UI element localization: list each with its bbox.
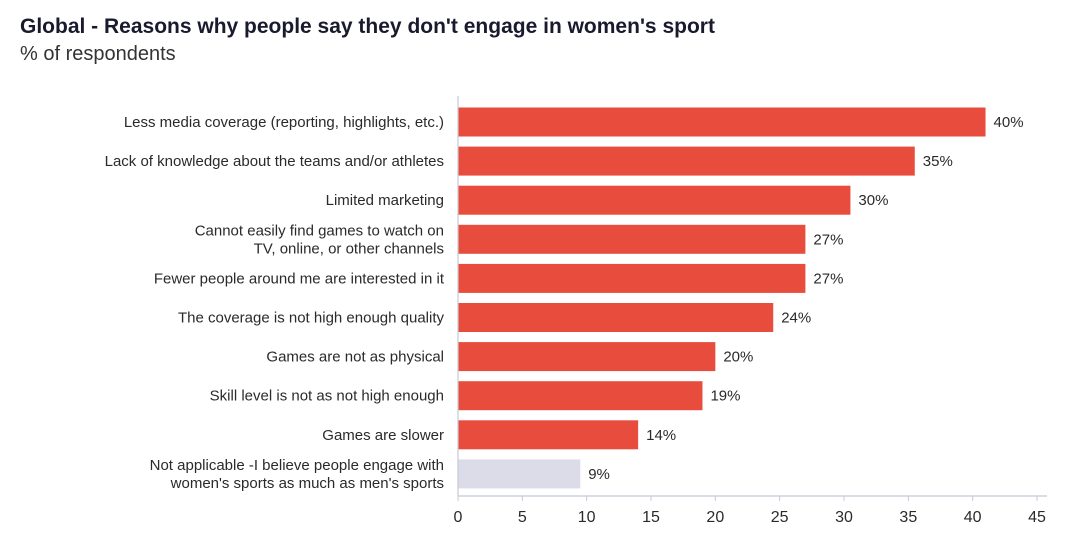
bar — [458, 224, 806, 254]
value-label: 19% — [710, 388, 740, 405]
category-label-line: Limited marketing — [326, 192, 444, 209]
category-label-line: Not applicable -I believe people engage … — [150, 457, 444, 474]
x-tick-label: 10 — [578, 509, 596, 526]
value-label: 24% — [781, 310, 811, 327]
category-label: Less media coverage (reporting, highligh… — [124, 114, 444, 131]
category-label-line: Games are slower — [322, 427, 444, 444]
category-label: Cannot easily find games to watch on TV, … — [195, 222, 444, 257]
chart-subtitle: % of respondents — [20, 43, 176, 65]
bar — [458, 381, 703, 411]
category-label: Games are slower — [322, 427, 444, 444]
category-label: The coverage is not high enough quality — [178, 310, 445, 327]
x-tick-label: 25 — [771, 509, 789, 526]
x-tick-label: 15 — [642, 509, 660, 526]
bar — [458, 107, 986, 137]
category-label: Skill level is not as not high enough — [210, 388, 444, 405]
category-labels-group: Less media coverage (reporting, highligh… — [105, 114, 445, 492]
bar — [458, 342, 716, 372]
category-label-line: Less media coverage (reporting, highligh… — [124, 114, 444, 131]
bar — [458, 185, 851, 215]
x-tick-label: 40 — [964, 509, 982, 526]
bar — [458, 263, 806, 293]
category-label-line: Lack of knowledge about the teams and/or… — [105, 153, 444, 170]
category-label: Games are not as physical — [266, 349, 444, 366]
category-label-line: women's sports as much as men's sports — [170, 475, 444, 492]
value-label: 14% — [646, 427, 676, 444]
value-label: 9% — [588, 466, 610, 483]
category-label-line: The coverage is not high enough quality — [178, 310, 445, 327]
value-label: 35% — [923, 153, 953, 170]
x-tick-label: 20 — [706, 509, 724, 526]
category-label: Lack of knowledge about the teams and/or… — [105, 153, 444, 170]
x-tick-label: 45 — [1028, 509, 1046, 526]
chart-title: Global - Reasons why people say they don… — [20, 15, 715, 38]
value-label: 30% — [858, 192, 888, 209]
category-label-line: Skill level is not as not high enough — [210, 388, 444, 405]
x-tick-label: 0 — [454, 509, 463, 526]
bars-group — [458, 107, 986, 489]
category-label: Not applicable -I believe people engage … — [150, 457, 444, 492]
value-label: 27% — [813, 270, 843, 287]
bar — [458, 420, 639, 450]
bar — [458, 303, 774, 332]
value-label: 40% — [994, 114, 1024, 131]
x-tick-label: 5 — [518, 509, 527, 526]
x-tick-label: 35 — [899, 509, 917, 526]
category-label: Limited marketing — [326, 192, 444, 209]
value-label: 27% — [813, 231, 843, 248]
x-tick-label: 30 — [835, 509, 853, 526]
bar — [458, 459, 581, 489]
category-label-line: Fewer people around me are interested in… — [154, 270, 445, 287]
value-label: 20% — [723, 349, 753, 366]
bar — [458, 146, 915, 176]
category-label-line: Games are not as physical — [266, 349, 444, 366]
x-axis: 0 5 10 15 20 25 30 35 40 45 — [454, 96, 1047, 526]
category-label: Fewer people around me are interested in… — [154, 270, 445, 287]
category-label-line: Cannot easily find games to watch on — [195, 222, 444, 239]
category-label-line: TV, online, or other channels — [254, 240, 444, 257]
value-labels-group: 40% 35% 30% 27% 27% 24% 20% 19% 14% 9% — [588, 114, 1023, 483]
